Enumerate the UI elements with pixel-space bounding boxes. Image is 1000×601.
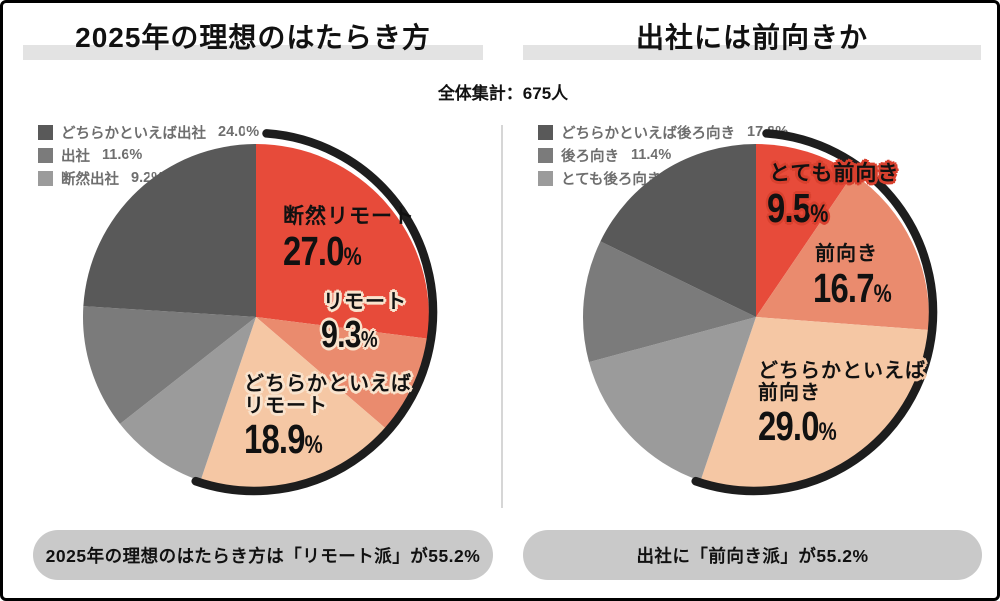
decorative-arc [691,129,938,496]
slice-value: 18.9% [244,416,323,462]
legend-label: どちらかといえば後ろ向き [561,125,735,142]
pie-slices [582,144,930,491]
slice-value: 9.5% [767,185,829,231]
left-chart-title: 2025年の理想のはたらき方 [75,22,431,53]
left-title-highlight-bar [23,45,483,60]
vertical-divider [501,125,503,508]
left-pie-chart [82,129,438,496]
slice-label: リモート [323,291,407,313]
legend-value: 24.0% [218,124,260,140]
slice-label: 前向き [815,243,878,265]
slice-label: どちらかといえば リモート [244,373,412,418]
decorative-arc [191,129,438,496]
left-summary-banner: 2025年の理想のはたらき方は「リモート派」が55.2% [33,530,493,580]
legend-swatch [538,170,553,186]
right-pie-chart [582,129,938,496]
right-summary-banner: 出社に「前向き派」が55.2% [523,530,982,580]
pie-slice [756,144,854,317]
legend-value: 11.4% [631,147,672,163]
pie-slice [582,241,756,363]
right-title-highlight-bar [523,45,981,60]
legend-swatch [538,147,553,163]
slice-value: 29.0% [758,403,837,449]
slice-value: 27.0% [283,228,362,274]
pie-slice [83,144,256,317]
pie-slice [82,306,256,424]
pie-slice [256,317,428,430]
legend-swatch [38,124,53,140]
slice-value: 9.3% [321,314,378,356]
legend-swatch [538,124,553,140]
legend-row: 後ろ向き 11.4% [538,147,788,165]
pie-slice [756,173,930,331]
legend-value: 11.6% [102,147,143,163]
right-chart-title: 出社には前向きか [635,22,868,53]
pie-slice [700,317,929,491]
legend-label: どちらかといえば出社 [61,125,206,142]
legend-swatch [38,147,53,163]
pie-slice [200,317,388,491]
slice-label: どちらかといえば 前向き [758,360,926,405]
pie-slice [119,317,256,481]
pie-slices [82,144,430,491]
pie-slice [256,144,430,339]
pie-slice [600,144,756,317]
slice-value: 16.7% [813,265,892,311]
total-count-label: 全体集計：675人 [437,84,569,103]
slice-label: とても前向き [769,162,900,185]
legend-swatch [38,170,53,186]
legend-label: とても後ろ向き [561,171,662,188]
legend-row: 出社 11.6% [38,147,259,165]
legend-label: 断然出社 [61,171,119,188]
legend-label: 出社 [61,148,90,165]
legend-row: どちらかといえば出社 24.0% [38,124,260,142]
legend-label: 後ろ向き [561,148,619,165]
legend-row: どちらかといえば後ろ向き 17.8% [538,124,788,142]
slice-label: 断然リモート [283,205,415,228]
pie-slice [588,317,756,481]
